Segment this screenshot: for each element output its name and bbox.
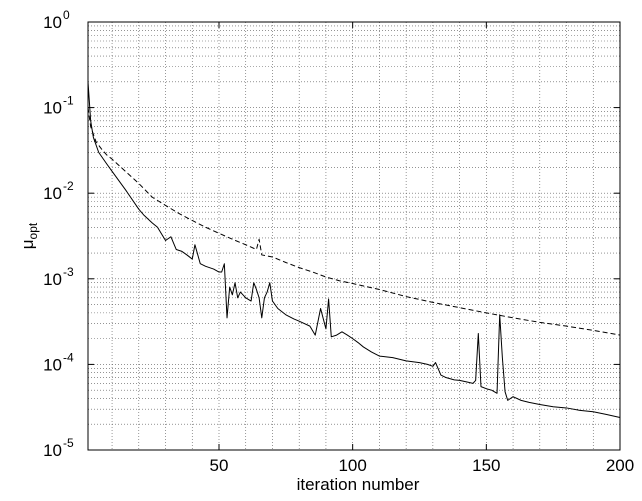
- y-tick-label-exponent: -5: [63, 436, 74, 450]
- y-tick-label: 10: [43, 184, 62, 203]
- y-tick-label: 10: [43, 270, 62, 289]
- y-tick-label: 10: [43, 13, 62, 32]
- y-tick-label-exponent: -1: [63, 94, 74, 108]
- x-tick-label: 100: [338, 456, 366, 475]
- x-tick-label: 150: [472, 456, 500, 475]
- y-tick-label-base: 10: [43, 13, 62, 32]
- y-axis-label: μopt: [18, 222, 40, 249]
- grid: [88, 22, 620, 450]
- y-tick-label-exponent: -2: [63, 179, 74, 193]
- y-tick-label-exponent: -4: [63, 350, 74, 364]
- y-axis-label-main: μ: [18, 239, 37, 249]
- y-tick-label-exponent: -3: [63, 265, 74, 279]
- y-axis-label-subscript: opt: [26, 222, 40, 239]
- y-tick-label-base: 10: [43, 441, 62, 460]
- y-tick-label-base: 10: [43, 270, 62, 289]
- series-line-dashed: [87, 107, 621, 336]
- ticks: [88, 21, 621, 451]
- y-tick-label: 10: [43, 441, 62, 460]
- series-line-solid: [87, 81, 621, 418]
- series-layer: [87, 81, 621, 418]
- y-tick-label-base: 10: [43, 355, 62, 374]
- x-axis-label: iteration number: [297, 475, 420, 494]
- x-tick-label: 200: [606, 456, 634, 475]
- y-tick-label-exponent: 0: [63, 8, 70, 22]
- x-tick-label: 50: [210, 456, 229, 475]
- plot-frame: [87, 21, 621, 451]
- y-tick-label-base: 10: [43, 99, 62, 118]
- y-tick-label-base: 10: [43, 184, 62, 203]
- y-tick-label: 10: [43, 355, 62, 374]
- y-tick-label: 10: [43, 99, 62, 118]
